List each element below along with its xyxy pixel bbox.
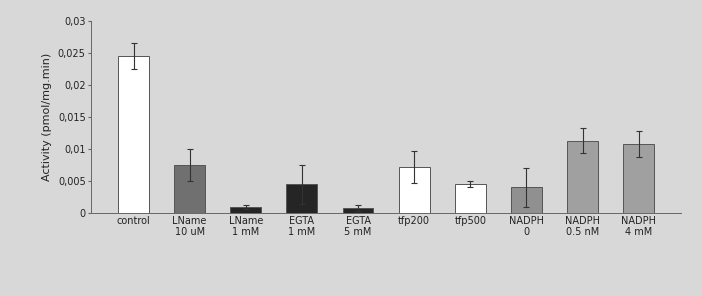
Bar [567, 141, 598, 213]
Bar [230, 207, 261, 213]
Bar [286, 184, 317, 213]
Bar [511, 187, 542, 213]
Bar [399, 167, 430, 213]
Bar [623, 144, 654, 213]
Bar [343, 208, 373, 213]
Bar [118, 56, 149, 213]
Bar [455, 184, 486, 213]
Bar [174, 165, 205, 213]
Y-axis label: Activity (pmol/mg.min): Activity (pmol/mg.min) [42, 53, 52, 181]
